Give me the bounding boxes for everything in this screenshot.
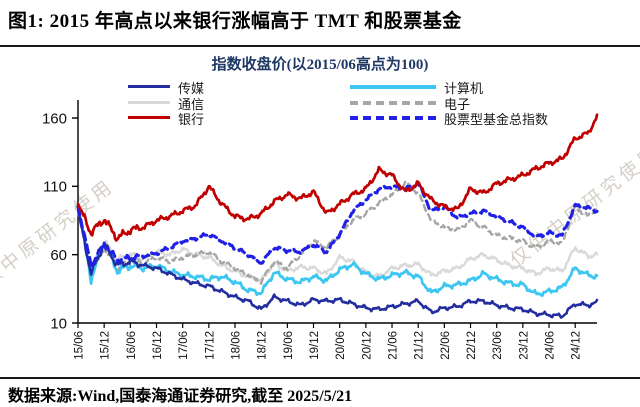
svg-text:17/12: 17/12 (204, 331, 216, 360)
series-line-传媒 (76, 208, 599, 319)
svg-text:17/06: 17/06 (178, 331, 190, 360)
svg-text:21/12: 21/12 (414, 331, 426, 360)
svg-text:18/12: 18/12 (257, 331, 269, 360)
svg-text:20/06: 20/06 (335, 331, 347, 360)
figure-title: 图1: 2015 年高点以来银行涨幅高于 TMT 和股票基金 (8, 11, 462, 32)
svg-text:21/06: 21/06 (388, 331, 400, 360)
svg-text:16/06: 16/06 (126, 331, 138, 360)
svg-text:24/12: 24/12 (571, 331, 583, 360)
footer-divider (0, 377, 640, 379)
svg-text:160: 160 (42, 110, 67, 127)
svg-text:22/12: 22/12 (466, 331, 478, 360)
title-divider (0, 45, 640, 47)
svg-text:19/06: 19/06 (283, 331, 295, 360)
svg-text:23/06: 23/06 (492, 331, 504, 360)
series-line-银行 (76, 113, 599, 242)
svg-text:16/12: 16/12 (152, 331, 164, 360)
svg-text:19/12: 19/12 (309, 331, 321, 360)
svg-text:60: 60 (50, 247, 67, 264)
svg-text:18/06: 18/06 (231, 331, 243, 360)
svg-text:20/12: 20/12 (361, 331, 373, 360)
svg-text:15/06: 15/06 (74, 331, 86, 360)
svg-text:23/12: 23/12 (518, 331, 530, 360)
series-line-电子 (76, 180, 599, 285)
series-line-计算机 (76, 202, 599, 297)
chart-subtitle: 指数收盘价(以2015/06高点为100) (211, 57, 429, 73)
svg-text:24/06: 24/06 (545, 331, 557, 360)
svg-text:110: 110 (43, 179, 67, 196)
svg-text:15/12: 15/12 (100, 331, 112, 360)
data-source: 数据来源:Wind,国泰海通证券研究,截至 2025/5/21 (8, 388, 353, 405)
svg-text:10: 10 (50, 315, 67, 332)
svg-text:22/06: 22/06 (440, 331, 452, 360)
series-line-通信 (76, 206, 599, 283)
series-line-股票型基金总指数 (76, 181, 599, 269)
